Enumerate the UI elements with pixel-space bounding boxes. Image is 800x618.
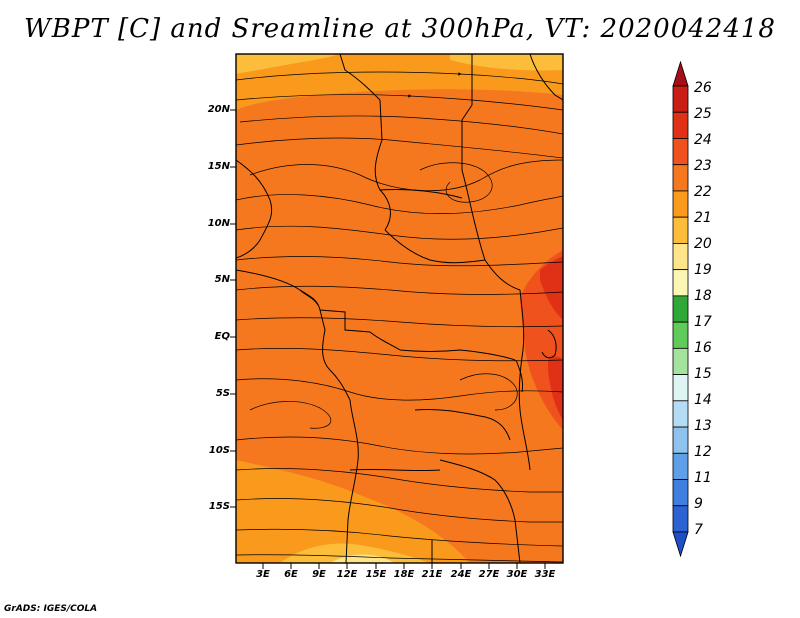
colorbar-label-12: 12 xyxy=(694,444,712,460)
colorbar xyxy=(672,60,689,558)
lon-label-6e: 6E xyxy=(284,569,298,580)
colorbar-label-26: 26 xyxy=(694,80,712,96)
colorbar-segment xyxy=(672,452,689,480)
lat-label-10s: 10S xyxy=(208,445,230,456)
colorbar-label-14: 14 xyxy=(694,392,712,408)
lat-label-5n: 5N xyxy=(214,274,230,285)
colorbar-segment xyxy=(672,190,689,218)
lat-label-10n: 10N xyxy=(207,218,230,229)
colorbar-segment xyxy=(672,426,689,454)
lon-label-15e: 15E xyxy=(365,569,387,580)
colorbar-label-20: 20 xyxy=(694,236,712,252)
chart-title: WBPT [C] and Sreamline at 300hPa, VT: 20… xyxy=(24,14,776,44)
lon-label-24e: 24E xyxy=(450,569,472,580)
colorbar-segment xyxy=(672,505,689,533)
lat-label-5s: 5S xyxy=(215,388,230,399)
map-frame xyxy=(235,53,564,564)
colorbar-label-21: 21 xyxy=(694,210,712,226)
country-borders xyxy=(236,54,563,563)
colorbar-segment xyxy=(672,85,689,113)
lon-label-27e: 27E xyxy=(478,569,500,580)
lat-label-15s: 15S xyxy=(208,501,230,512)
colorbar-segment xyxy=(672,111,689,139)
colorbar-segment xyxy=(672,321,689,349)
colorbar-label-9: 9 xyxy=(694,496,703,512)
colorbar-segment xyxy=(672,295,689,323)
colorbar-label-13: 13 xyxy=(694,418,712,434)
colorbar-label-11: 11 xyxy=(694,470,712,486)
colorbar-segment xyxy=(672,164,689,192)
temperature-field xyxy=(236,54,563,563)
colorbar-label-18: 18 xyxy=(694,288,712,304)
lat-label-20n: 20N xyxy=(207,104,230,115)
colorbar-label-16: 16 xyxy=(694,340,712,356)
colorbar-segment xyxy=(672,400,689,428)
colorbar-label-7: 7 xyxy=(694,522,703,538)
colorbar-segment xyxy=(672,243,689,271)
colorbar-label-17: 17 xyxy=(694,314,712,330)
grads-credit: GrADS: IGES/COLA xyxy=(4,604,98,614)
colorbar-bottom-arrow xyxy=(672,531,689,558)
colorbar-segment xyxy=(672,347,689,375)
lon-label-21e: 21E xyxy=(421,569,443,580)
colorbar-segment xyxy=(672,138,689,166)
colorbar-label-22: 22 xyxy=(694,184,712,200)
lon-label-18e: 18E xyxy=(393,569,415,580)
axis-ticks xyxy=(230,109,546,569)
colorbar-segment xyxy=(672,269,689,297)
colorbar-segment xyxy=(672,479,689,507)
colorbar-label-15: 15 xyxy=(694,366,712,382)
lon-label-12e: 12E xyxy=(336,569,358,580)
colorbar-segment xyxy=(672,374,689,402)
colorbar-label-23: 23 xyxy=(694,158,712,174)
colorbar-label-25: 25 xyxy=(694,106,712,122)
colorbar-label-19: 19 xyxy=(694,262,712,278)
lon-label-3e: 3E xyxy=(256,569,270,580)
lon-label-9e: 9E xyxy=(312,569,326,580)
lon-label-33e: 33E xyxy=(534,569,556,580)
colorbar-top-arrow xyxy=(672,60,689,87)
lon-label-30e: 30E xyxy=(506,569,528,580)
lat-label-eq: EQ xyxy=(214,331,230,342)
colorbar-label-24: 24 xyxy=(694,132,712,148)
colorbar-segment xyxy=(672,216,689,244)
lat-label-15n: 15N xyxy=(207,161,230,172)
